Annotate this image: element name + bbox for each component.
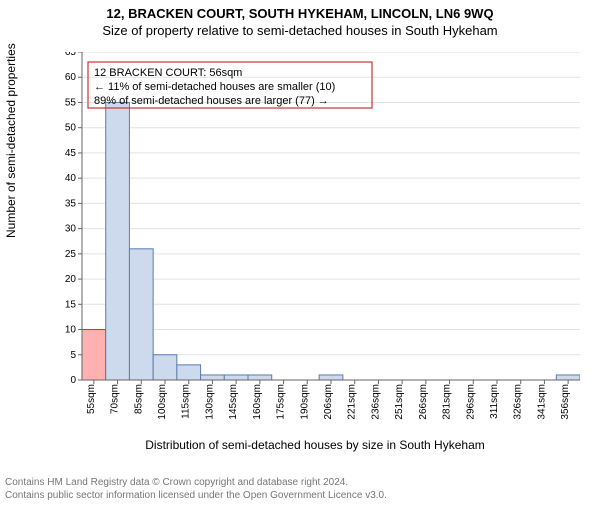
svg-text:20: 20: [65, 274, 77, 285]
x-tick-label: 85sqm: [133, 384, 144, 414]
footer-line1: Contains HM Land Registry data © Crown c…: [5, 477, 387, 490]
x-tick-label: 115sqm: [181, 384, 192, 419]
bar: [177, 365, 201, 380]
histogram-chart: 0 5 10 15 20 25 30 35 40 45 50 55 60 65 55sqm 70sqm 85sq…: [50, 52, 580, 424]
x-tick-label: 221sqm: [347, 384, 358, 420]
x-tick-label: 281sqm: [442, 384, 453, 420]
x-tick-label: 326sqm: [513, 384, 524, 420]
footer-attribution: Contains HM Land Registry data © Crown c…: [5, 477, 387, 502]
x-tick-label: 356sqm: [560, 384, 571, 420]
x-tick-label: 251sqm: [394, 384, 405, 420]
bar: [153, 355, 177, 380]
x-tick-label: 206sqm: [323, 384, 334, 420]
svg-text:40: 40: [65, 173, 77, 184]
x-tick-label: 190sqm: [299, 384, 310, 420]
bar: [201, 375, 225, 380]
x-tick-label: 145sqm: [228, 384, 239, 420]
svg-text:50: 50: [65, 123, 77, 134]
bar: [319, 375, 343, 380]
bar-highlight: [82, 330, 106, 380]
svg-text:55: 55: [65, 97, 77, 108]
x-tick-label: 236sqm: [370, 384, 381, 420]
x-tick-label: 341sqm: [536, 384, 547, 420]
y-axis-label: Number of semi-detached properties: [4, 43, 18, 238]
bar: [129, 249, 153, 380]
annotation-line2: ← 11% of semi-detached houses are smalle…: [94, 81, 335, 93]
bar: [106, 102, 130, 380]
svg-text:10: 10: [65, 325, 77, 336]
bar: [248, 375, 272, 380]
svg-text:30: 30: [65, 224, 77, 235]
x-axis-label: Distribution of semi-detached houses by …: [50, 438, 580, 452]
svg-text:45: 45: [65, 148, 77, 159]
x-tick-label: 70sqm: [110, 384, 121, 414]
x-tick-label: 296sqm: [465, 384, 476, 420]
bar: [224, 375, 248, 380]
page-title: 12, BRACKEN COURT, SOUTH HYKEHAM, LINCOL…: [0, 6, 600, 21]
annotation-line1: 12 BRACKEN COURT: 56sqm: [94, 67, 242, 79]
chart-container: 0 5 10 15 20 25 30 35 40 45 50 55 60 65 55sqm 70sqm 85sq…: [50, 52, 580, 424]
svg-text:0: 0: [70, 375, 76, 386]
x-tick-label: 130sqm: [204, 384, 215, 420]
svg-text:5: 5: [70, 350, 76, 361]
svg-text:15: 15: [65, 299, 77, 310]
svg-text:65: 65: [65, 52, 77, 58]
x-tick-label: 160sqm: [252, 384, 263, 420]
svg-text:35: 35: [65, 198, 77, 209]
page-subtitle: Size of property relative to semi-detach…: [0, 23, 600, 38]
x-tick-label: 311sqm: [489, 384, 500, 419]
svg-text:25: 25: [65, 249, 77, 260]
footer-line2: Contains public sector information licen…: [5, 490, 387, 503]
annotation-line3: 89% of semi-detached houses are larger (…: [94, 95, 329, 107]
x-tick-label: 175sqm: [276, 384, 287, 420]
x-tick-label: 266sqm: [418, 384, 429, 420]
x-tick-label: 55sqm: [86, 384, 97, 414]
bar: [556, 375, 580, 380]
svg-text:60: 60: [65, 72, 77, 83]
x-tick-label: 100sqm: [157, 384, 168, 420]
